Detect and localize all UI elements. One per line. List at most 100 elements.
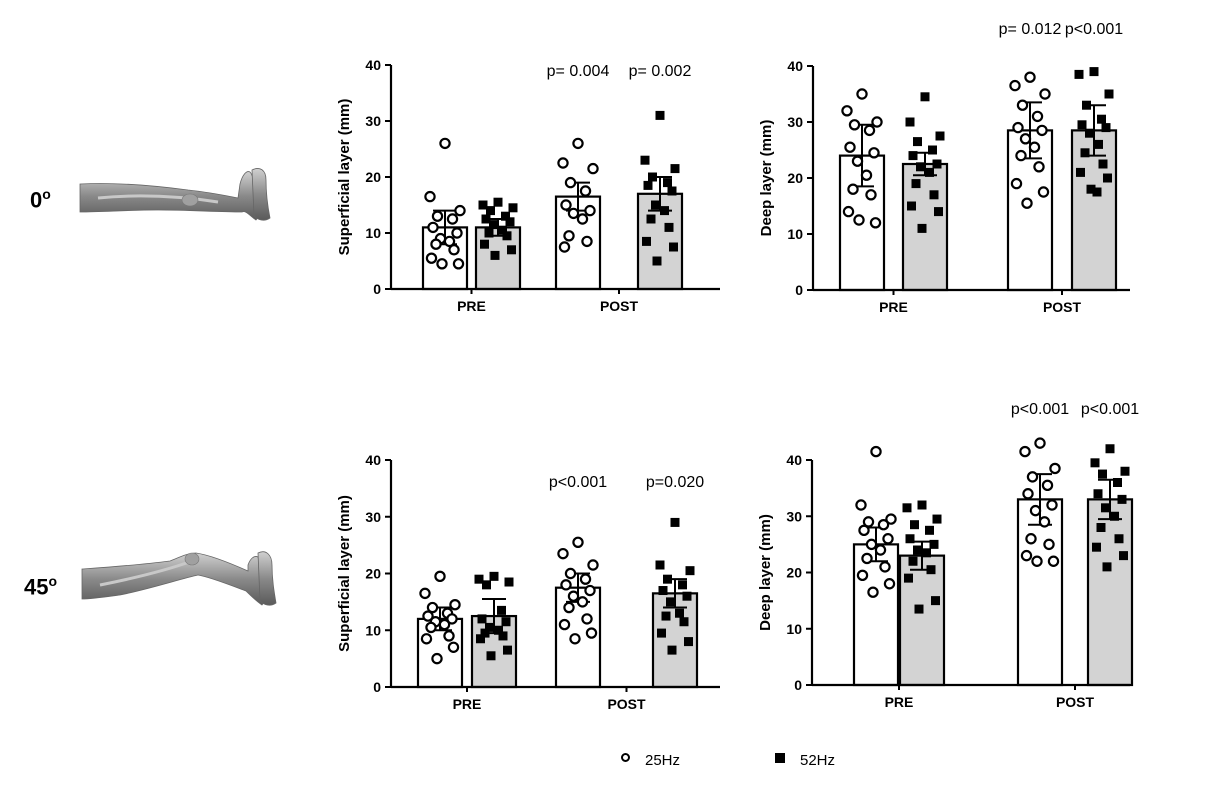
point-52hz-pre <box>922 548 931 558</box>
point-25hz-post <box>576 213 589 225</box>
point-25hz-pre <box>424 190 436 203</box>
point-25hz-post <box>572 536 584 548</box>
point-52hz-post <box>678 580 687 590</box>
point-25hz-post <box>1019 445 1031 458</box>
point-52hz-post <box>1097 114 1106 124</box>
y-tick-label: 40 <box>365 452 381 468</box>
legend-marker-52hz <box>775 753 785 763</box>
point-52hz-pre <box>916 162 925 172</box>
point-52hz-post <box>1092 187 1102 197</box>
point-25hz-post <box>1020 549 1033 562</box>
point-25hz-pre <box>856 88 868 100</box>
point-52hz-pre <box>913 137 922 147</box>
point-25hz-pre <box>425 252 438 264</box>
point-52hz-pre <box>486 206 495 216</box>
point-25hz-post <box>572 137 584 150</box>
point-52hz-pre <box>486 651 496 661</box>
point-25hz-post <box>1033 161 1045 173</box>
point-52hz-post <box>670 517 680 527</box>
point-52hz-post <box>1119 551 1128 561</box>
point-25hz-pre <box>454 204 466 217</box>
y-axis-label: Superficial layer (mm) <box>336 495 353 652</box>
x-tick-label: POST <box>600 298 639 314</box>
x-tick-label: POST <box>607 696 646 712</box>
point-52hz-pre <box>910 520 919 530</box>
straight-leg-illustration <box>79 168 271 221</box>
point-52hz-pre <box>489 220 498 230</box>
point-52hz-pre <box>935 131 945 141</box>
point-25hz-post <box>579 573 592 585</box>
point-52hz-post <box>661 611 671 621</box>
point-52hz-post <box>651 200 660 210</box>
point-52hz-pre <box>908 151 918 161</box>
point-25hz-post <box>557 157 569 169</box>
angle-label-0: 0o <box>30 186 51 213</box>
point-25hz-post <box>1036 124 1048 137</box>
point-25hz-pre <box>858 524 870 537</box>
point-52hz-pre <box>494 625 503 635</box>
point-52hz-post <box>652 256 662 266</box>
point-52hz-post <box>670 164 680 174</box>
point-52hz-post <box>657 628 666 638</box>
point-25hz-post <box>581 235 593 248</box>
point-25hz-pre <box>844 141 856 153</box>
point-52hz-post <box>664 222 674 232</box>
point-25hz-post <box>1041 479 1054 492</box>
y-tick-label: 10 <box>365 225 381 241</box>
point-52hz-pre <box>498 225 507 235</box>
point-25hz-pre <box>861 552 873 565</box>
x-tick-label: POST <box>1043 299 1082 315</box>
point-52hz-pre <box>502 231 512 241</box>
point-25hz-post <box>1019 133 1032 145</box>
point-25hz-post <box>563 601 575 614</box>
point-52hz-post <box>640 155 650 165</box>
point-52hz-post <box>648 172 657 182</box>
point-52hz-pre <box>928 145 937 155</box>
y-axis-label: Deep layer (mm) <box>757 514 774 631</box>
point-25hz-pre <box>874 544 887 556</box>
point-25hz-pre <box>446 213 459 225</box>
point-25hz-post <box>1012 121 1024 134</box>
panel-deep-0deg: 0 10 20 30 40 PRE POST Deep layer (mm) p= 0.012 p… <box>758 21 1130 315</box>
point-52hz-pre <box>497 605 506 615</box>
point-25hz-post <box>567 590 580 602</box>
point-52hz-pre <box>926 565 936 575</box>
point-52hz-post <box>1114 534 1124 544</box>
point-25hz-post <box>1039 88 1051 100</box>
point-25hz-pre <box>452 258 465 270</box>
point-25hz-pre <box>868 147 880 159</box>
point-52hz-pre <box>920 92 930 102</box>
point-25hz-post <box>1022 488 1034 500</box>
point-25hz-pre <box>443 630 455 642</box>
bar-52hz-post <box>1086 498 1134 687</box>
point-25hz-pre <box>863 124 876 137</box>
y-tick-label: 40 <box>787 58 803 74</box>
point-52hz-pre <box>929 539 939 549</box>
point-52hz-pre <box>478 200 488 210</box>
panel-superficial-45deg: 0 10 20 30 40 PRE POST Superficial layer (mm) p<… <box>336 452 720 712</box>
point-25hz-pre <box>447 641 460 653</box>
point-25hz-post <box>1046 499 1058 511</box>
point-25hz-pre <box>426 601 439 614</box>
point-52hz-pre <box>905 534 915 544</box>
point-52hz-post <box>682 591 692 601</box>
point-52hz-post <box>1104 89 1114 99</box>
point-52hz-post <box>663 178 672 188</box>
point-52hz-post <box>655 110 665 120</box>
point-25hz-post <box>557 547 569 560</box>
point-25hz-post <box>581 613 593 625</box>
point-25hz-post <box>558 241 571 253</box>
point-25hz-post <box>1037 186 1050 198</box>
point-52hz-post <box>1113 478 1122 487</box>
x-tick-label: POST <box>1056 694 1095 710</box>
point-25hz-pre <box>448 244 460 256</box>
y-tick-label: 0 <box>373 281 381 297</box>
point-52hz-post <box>1085 128 1094 138</box>
point-52hz-pre <box>480 628 490 638</box>
point-25hz-pre <box>856 569 869 582</box>
point-25hz-pre <box>885 513 897 525</box>
degree-symbol: o <box>48 573 58 589</box>
y-tick-label: 40 <box>786 452 802 468</box>
point-52hz-pre <box>485 622 494 632</box>
point-25hz-post <box>1028 141 1041 153</box>
